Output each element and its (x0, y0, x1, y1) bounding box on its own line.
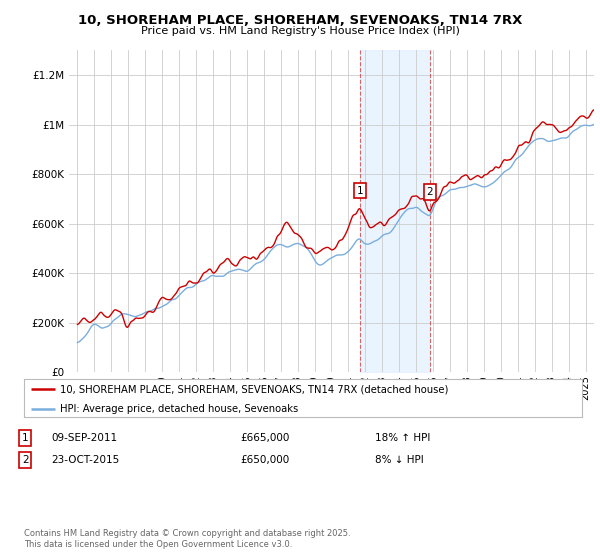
10, SHOREHAM PLACE, SHOREHAM, SEVENOAKS, TN14 7RX (detached house) (220, 259, 227, 265)
Text: 10, SHOREHAM PLACE, SHOREHAM, SEVENOAKS, TN14 7RX (detached house): 10, SHOREHAM PLACE, SHOREHAM, SEVENOAKS,… (60, 384, 449, 394)
10, SHOREHAM PLACE, SHOREHAM, SEVENOAKS, TN14 7RX (detached house) (201, 269, 208, 276)
HPI: Average price, detached house, Sevenoaks: (2e+03, 1.21e+05): Average price, detached house, Sevenoaks… (74, 339, 81, 346)
HPI: Average price, detached house, Sevenoaks: (2e+03, 4.15e+05): Average price, detached house, Sevenoaks… (237, 266, 244, 273)
Text: 1: 1 (357, 185, 364, 195)
Text: £665,000: £665,000 (240, 433, 289, 443)
Text: 2: 2 (22, 455, 29, 465)
Text: £650,000: £650,000 (240, 455, 289, 465)
Text: 8% ↓ HPI: 8% ↓ HPI (375, 455, 424, 465)
10, SHOREHAM PLACE, SHOREHAM, SEVENOAKS, TN14 7RX (detached house) (540, 119, 547, 125)
Text: 23-OCT-2015: 23-OCT-2015 (51, 455, 119, 465)
Text: Price paid vs. HM Land Registry's House Price Index (HPI): Price paid vs. HM Land Registry's House … (140, 26, 460, 36)
Text: 2: 2 (427, 187, 433, 197)
Line: 10, SHOREHAM PLACE, SHOREHAM, SEVENOAKS, TN14 7RX (detached house): 10, SHOREHAM PLACE, SHOREHAM, SEVENOAKS,… (77, 110, 594, 328)
HPI: Average price, detached house, Sevenoaks: (2e+03, 3.7e+05): Average price, detached house, Sevenoaks… (200, 277, 208, 284)
Text: Contains HM Land Registry data © Crown copyright and database right 2025.
This d: Contains HM Land Registry data © Crown c… (24, 529, 350, 549)
Line: HPI: Average price, detached house, Sevenoaks: HPI: Average price, detached house, Seve… (77, 124, 594, 343)
HPI: Average price, detached house, Sevenoaks: (2.02e+03, 6.66e+05): Average price, detached house, Sevenoaks… (413, 204, 420, 211)
HPI: Average price, detached house, Sevenoaks: (2.02e+03, 7.54e+05): Average price, detached house, Sevenoaks… (476, 182, 483, 189)
Text: 18% ↑ HPI: 18% ↑ HPI (375, 433, 430, 443)
10, SHOREHAM PLACE, SHOREHAM, SEVENOAKS, TN14 7RX (detached house) (124, 324, 131, 331)
HPI: Average price, detached house, Sevenoaks: (2.02e+03, 9.44e+05): Average price, detached house, Sevenoaks… (539, 136, 547, 142)
HPI: Average price, detached house, Sevenoaks: (2.03e+03, 1e+06): Average price, detached house, Sevenoaks… (590, 121, 598, 128)
10, SHOREHAM PLACE, SHOREHAM, SEVENOAKS, TN14 7RX (detached house) (238, 255, 245, 262)
10, SHOREHAM PLACE, SHOREHAM, SEVENOAKS, TN14 7RX (detached house) (476, 174, 484, 180)
HPI: Average price, detached house, Sevenoaks: (2e+03, 3.88e+05): Average price, detached house, Sevenoaks… (220, 273, 227, 279)
10, SHOREHAM PLACE, SHOREHAM, SEVENOAKS, TN14 7RX (detached house) (414, 193, 421, 200)
Text: 09-SEP-2011: 09-SEP-2011 (51, 433, 117, 443)
Text: 10, SHOREHAM PLACE, SHOREHAM, SEVENOAKS, TN14 7RX: 10, SHOREHAM PLACE, SHOREHAM, SEVENOAKS,… (78, 14, 522, 27)
10, SHOREHAM PLACE, SHOREHAM, SEVENOAKS, TN14 7RX (detached house) (590, 106, 598, 113)
Text: HPI: Average price, detached house, Sevenoaks: HPI: Average price, detached house, Seve… (60, 404, 299, 414)
Text: 1: 1 (22, 433, 29, 443)
10, SHOREHAM PLACE, SHOREHAM, SEVENOAKS, TN14 7RX (detached house) (74, 321, 81, 328)
